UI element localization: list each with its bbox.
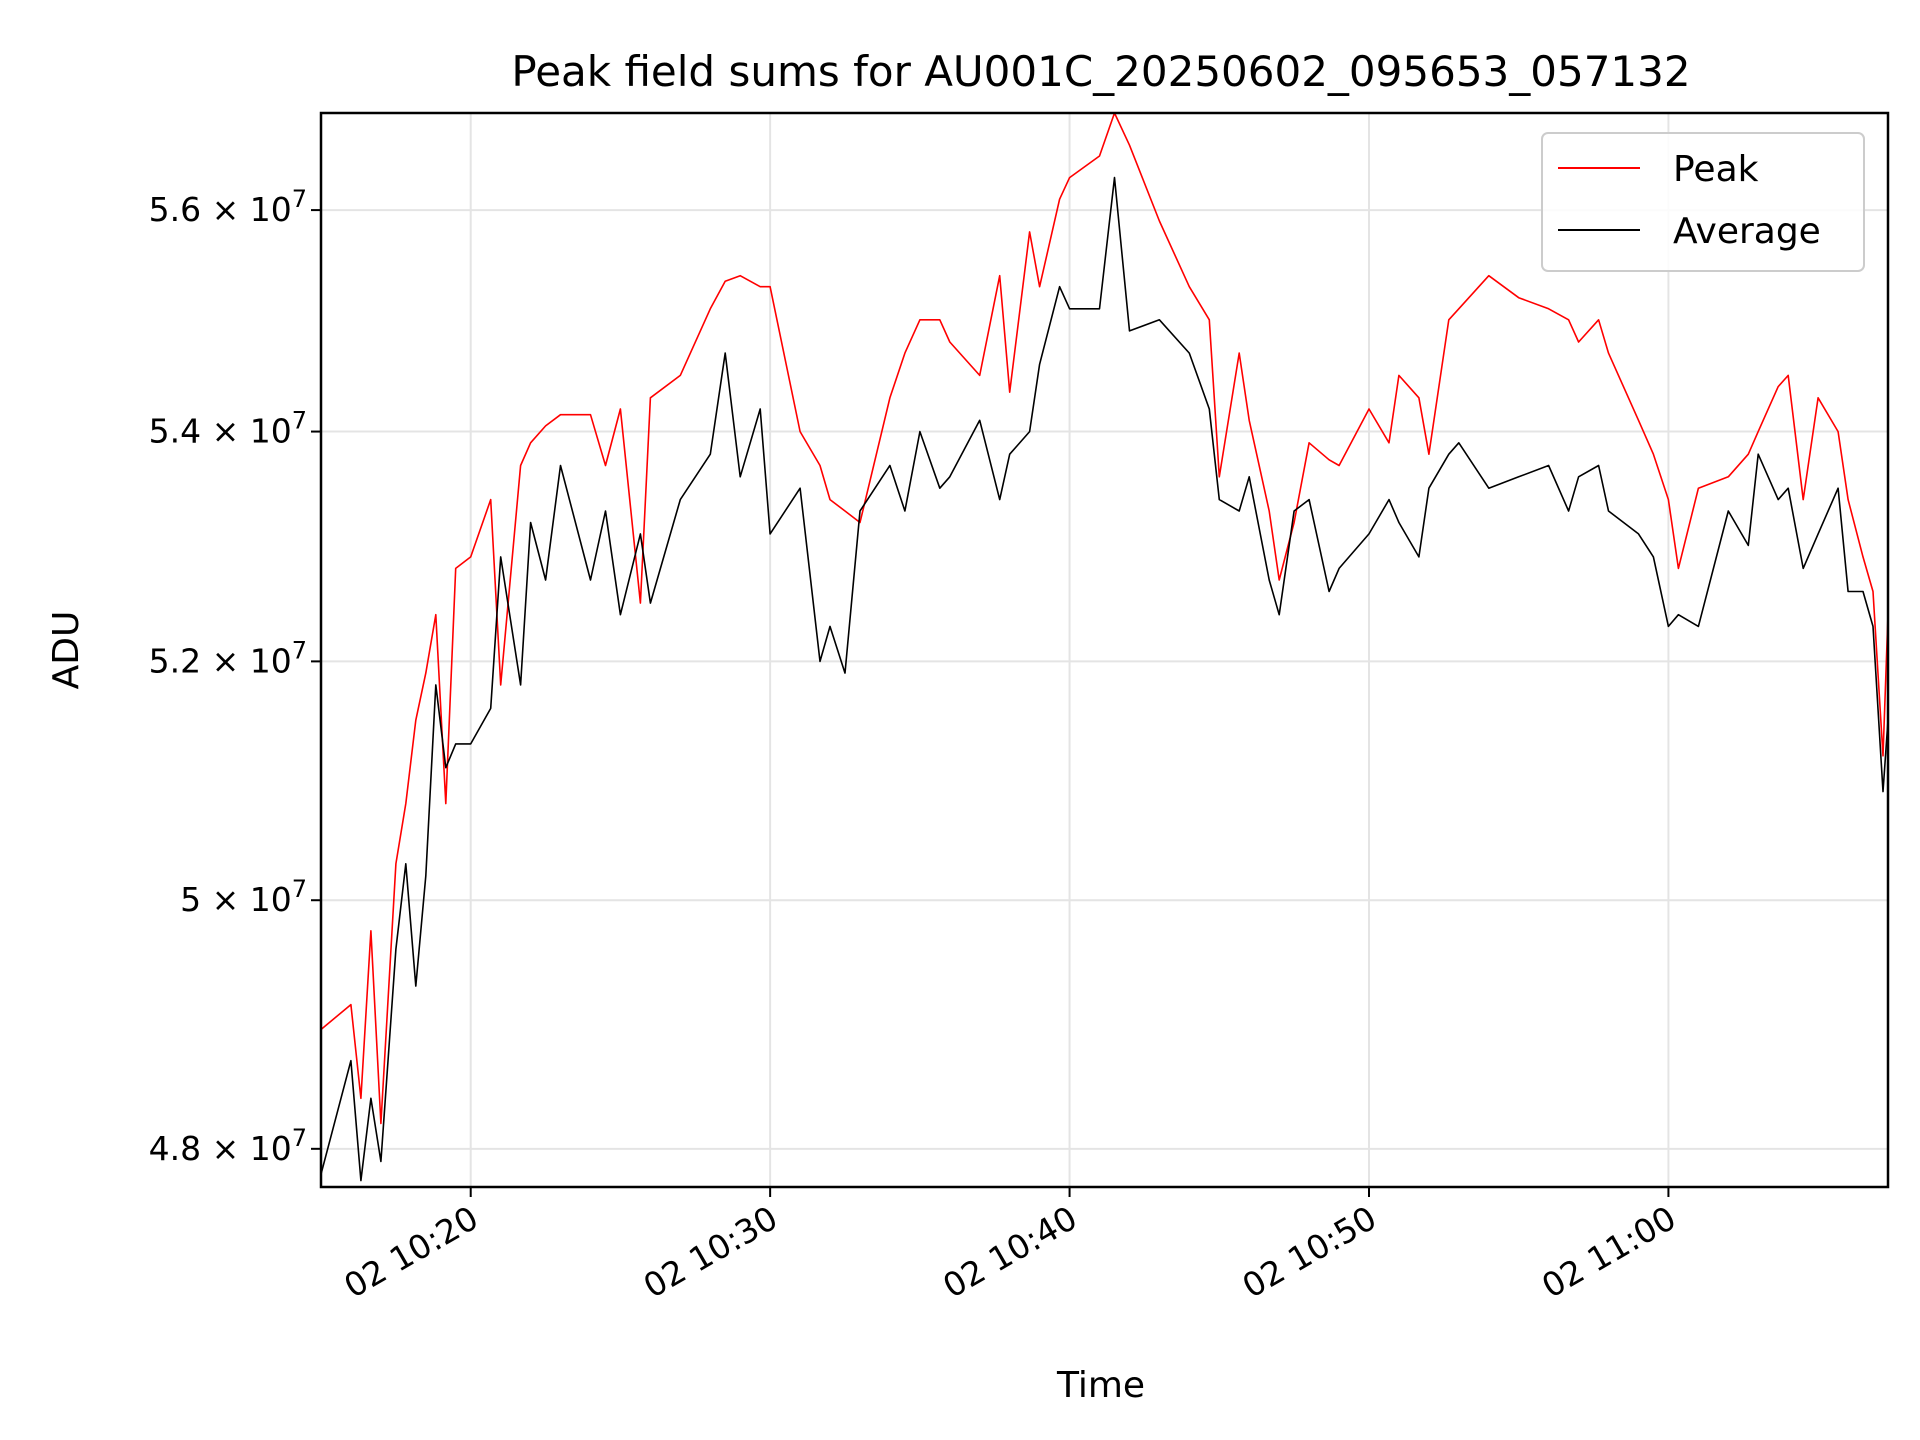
plot-frame [319,111,1890,1189]
chart-title: Peak field sums for AU001C_20250602_0956… [511,47,1690,96]
axis-ticks: 4.8 × 107 5 × 107 5.2 × 107 5.4 × 107 5.6 × … [149,185,1683,1306]
grid [321,113,1888,1187]
legend-label-peak: Peak [1673,149,1759,190]
series-lines [320,112,1889,1182]
x-tick-label: 02 10:50 [1236,1198,1383,1306]
series-line-peak [320,112,1889,1125]
x-tick-label: 02 10:40 [936,1198,1083,1306]
y-tick-label: 5.2 × 107 [149,636,307,680]
x-tick-label: 02 10:20 [337,1198,484,1306]
legend: Peak Average [1541,132,1865,272]
x-tick-label: 02 11:00 [1535,1198,1682,1306]
legend-label-average: Average [1673,211,1821,252]
y-tick-label: 5 × 107 [180,875,307,919]
x-axis-label: Time [1056,1365,1145,1406]
series-line-average [320,176,1889,1182]
y-axis-label: ADU [46,611,87,690]
y-tick-label: 4.8 × 107 [149,1124,307,1168]
x-tick-label: 02 10:30 [637,1198,784,1306]
y-tick-label: 5.6 × 107 [149,185,307,229]
y-tick-label: 5.4 × 107 [149,407,307,451]
